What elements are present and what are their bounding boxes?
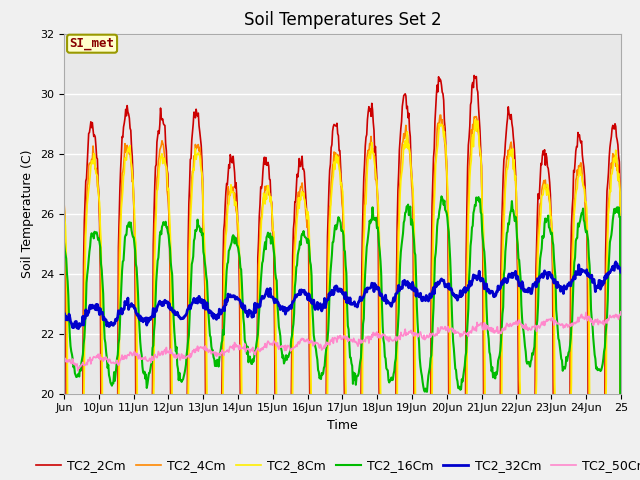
TC2_32Cm [228, 294, 236, 300]
TC2_16Cm [228, 240, 236, 245]
TC2_32Cm [256, 303, 264, 309]
TC2_16Cm [255, 307, 263, 313]
TC2_32Cm [75, 326, 83, 332]
TC2_32Cm [432, 280, 440, 286]
TC2_50Cm [277, 345, 285, 350]
TC2_32Cm [612, 259, 620, 265]
TC2_50Cm [256, 348, 264, 354]
TC2_4Cm [276, 467, 284, 473]
X-axis label: Time: Time [327, 419, 358, 432]
TC2_32Cm [277, 304, 285, 310]
TC2_4Cm [400, 131, 408, 136]
TC2_2Cm [255, 214, 263, 219]
TC2_16Cm [60, 240, 68, 245]
TC2_50Cm [617, 309, 625, 315]
TC2_16Cm [438, 193, 445, 199]
Line: TC2_32Cm: TC2_32Cm [64, 262, 621, 329]
TC2_2Cm [470, 72, 478, 78]
Line: TC2_2Cm: TC2_2Cm [64, 75, 621, 480]
TC2_4Cm [125, 151, 133, 157]
TC2_2Cm [431, 119, 439, 124]
TC2_2Cm [60, 204, 68, 210]
TC2_2Cm [400, 93, 408, 98]
TC2_32Cm [60, 310, 68, 316]
TC2_32Cm [617, 269, 625, 275]
Text: SI_met: SI_met [70, 37, 115, 50]
TC2_2Cm [228, 159, 236, 165]
TC2_50Cm [74, 368, 82, 373]
Y-axis label: Soil Temperature (C): Soil Temperature (C) [22, 149, 35, 278]
Line: TC2_50Cm: TC2_50Cm [64, 312, 621, 371]
TC2_50Cm [401, 330, 408, 336]
TC2_8Cm [400, 142, 408, 147]
Line: TC2_16Cm: TC2_16Cm [64, 196, 621, 480]
TC2_8Cm [431, 186, 439, 192]
TC2_8Cm [276, 451, 284, 457]
TC2_32Cm [126, 303, 134, 309]
Title: Soil Temperatures Set 2: Soil Temperatures Set 2 [244, 11, 441, 29]
TC2_2Cm [125, 115, 133, 121]
Line: TC2_8Cm: TC2_8Cm [64, 120, 621, 480]
TC2_32Cm [401, 277, 408, 283]
TC2_4Cm [60, 200, 68, 205]
TC2_8Cm [228, 190, 236, 195]
TC2_50Cm [432, 331, 440, 337]
TC2_16Cm [431, 255, 439, 261]
Line: TC2_4Cm: TC2_4Cm [64, 115, 621, 480]
TC2_8Cm [125, 149, 133, 155]
TC2_4Cm [436, 112, 444, 118]
TC2_8Cm [471, 117, 479, 123]
TC2_4Cm [255, 252, 263, 258]
TC2_4Cm [228, 188, 236, 193]
TC2_8Cm [60, 202, 68, 207]
TC2_4Cm [431, 162, 439, 168]
Legend: TC2_2Cm, TC2_4Cm, TC2_8Cm, TC2_16Cm, TC2_32Cm, TC2_50Cm: TC2_2Cm, TC2_4Cm, TC2_8Cm, TC2_16Cm, TC2… [31, 454, 640, 477]
TC2_16Cm [276, 333, 284, 339]
TC2_50Cm [126, 349, 134, 355]
TC2_8Cm [255, 266, 263, 272]
TC2_16Cm [400, 220, 408, 226]
TC2_16Cm [125, 219, 133, 225]
TC2_50Cm [228, 346, 236, 351]
TC2_50Cm [60, 360, 68, 366]
